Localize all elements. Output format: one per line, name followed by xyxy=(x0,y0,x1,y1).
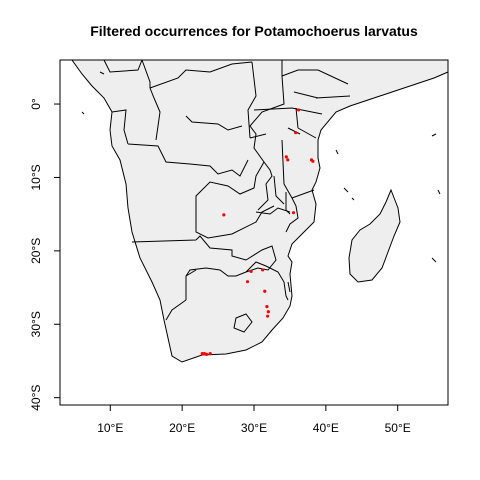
island-seychelles xyxy=(431,133,441,195)
y-tick-label: 10°S xyxy=(29,164,43,190)
borders-north xyxy=(103,59,351,239)
borders-central xyxy=(111,87,323,211)
madagascar xyxy=(348,188,401,283)
occurrence-point xyxy=(208,352,212,356)
y-tick-label: 40°S xyxy=(29,385,43,411)
borders-south xyxy=(131,235,291,321)
occurrence-point xyxy=(296,108,301,112)
x-tick-label: 10°E xyxy=(97,421,123,435)
occurrence-point xyxy=(245,280,250,284)
x-tick-label: 50°E xyxy=(385,421,411,435)
occurrence-point xyxy=(284,155,288,159)
occurrence-point xyxy=(294,131,298,135)
island-bioko xyxy=(99,71,105,75)
land-layer xyxy=(71,59,449,363)
occurrence-point xyxy=(261,268,265,272)
occurrence-point xyxy=(249,269,253,274)
occurrence-point xyxy=(266,310,270,314)
x-tick-label: 30°E xyxy=(241,421,267,435)
island-mauritius xyxy=(431,257,437,263)
islands xyxy=(81,71,441,263)
lesotho xyxy=(233,313,253,333)
borders-east xyxy=(255,139,315,233)
occurrence-point xyxy=(266,314,270,318)
occurrence-point xyxy=(263,289,267,293)
x-tick-label: 20°E xyxy=(169,421,195,435)
occurrence-points xyxy=(200,108,315,356)
y-tick-label: 0° xyxy=(29,98,43,110)
occurrence-point xyxy=(265,305,269,309)
occurrence-point xyxy=(204,352,209,356)
y-axis: 0° 10°S 20°S 30°S 40°S xyxy=(29,98,60,411)
occurrence-point xyxy=(291,211,296,215)
island-sao-tome xyxy=(81,111,85,115)
africa-landmass xyxy=(71,59,449,363)
occurrence-point xyxy=(286,158,290,162)
country-borders xyxy=(103,59,351,333)
occurrence-point xyxy=(311,159,315,163)
occurrence-point xyxy=(222,213,226,217)
map-title: Filtered occurrences for Potamochoerus l… xyxy=(90,23,418,39)
island-zanzibar xyxy=(335,149,339,155)
y-tick-label: 30°S xyxy=(29,311,43,337)
x-axis: 10°E 20°E 30°E 40°E 50°E xyxy=(97,405,411,435)
island-comoros xyxy=(343,187,355,201)
y-tick-label: 20°S xyxy=(29,238,43,264)
x-tick-label: 40°E xyxy=(313,421,339,435)
